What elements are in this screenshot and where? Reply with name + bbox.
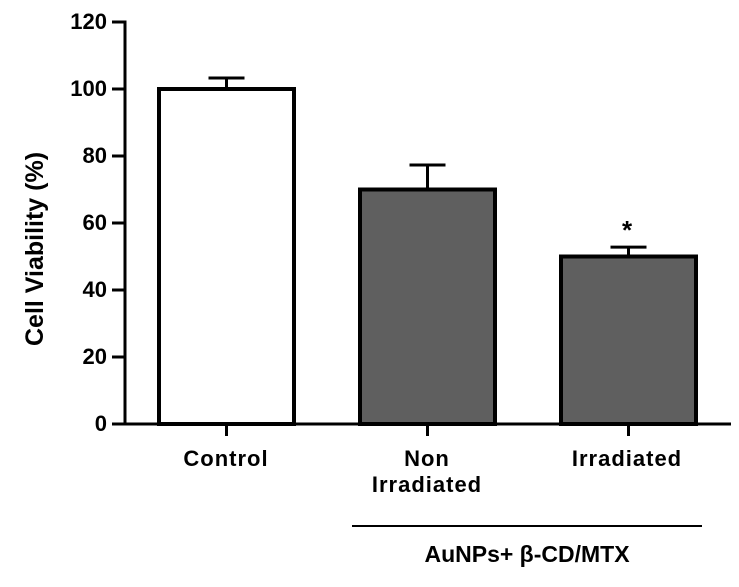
x-category-label-control: Control <box>126 446 326 472</box>
bar-control <box>157 87 296 426</box>
group-bracket-label: AuNPs+ β-CD/MTX <box>424 541 630 567</box>
x-category-label-irradiated: Irradiated <box>527 446 727 472</box>
y-tick-label: 20 <box>82 344 107 369</box>
x-category-label-line: Irradiated <box>571 446 683 471</box>
significance-asterisk: * <box>621 215 633 245</box>
y-tick-label: 100 <box>70 76 107 101</box>
x-category-label-non-irradiated: Non Irradiated <box>327 446 527 498</box>
bar-non-irradiated <box>358 187 497 426</box>
y-tick-label: 80 <box>82 143 107 168</box>
y-tick-label: 60 <box>82 210 107 235</box>
x-category-label-line: Non <box>404 446 450 471</box>
x-category-label-line: Irradiated <box>371 472 483 497</box>
y-tick-label: 40 <box>82 277 107 302</box>
bar-irradiated <box>559 254 698 426</box>
y-tick-label: 0 <box>94 411 107 436</box>
y-tick-label: 120 <box>70 9 107 34</box>
x-category-label-line: Control <box>183 446 269 471</box>
